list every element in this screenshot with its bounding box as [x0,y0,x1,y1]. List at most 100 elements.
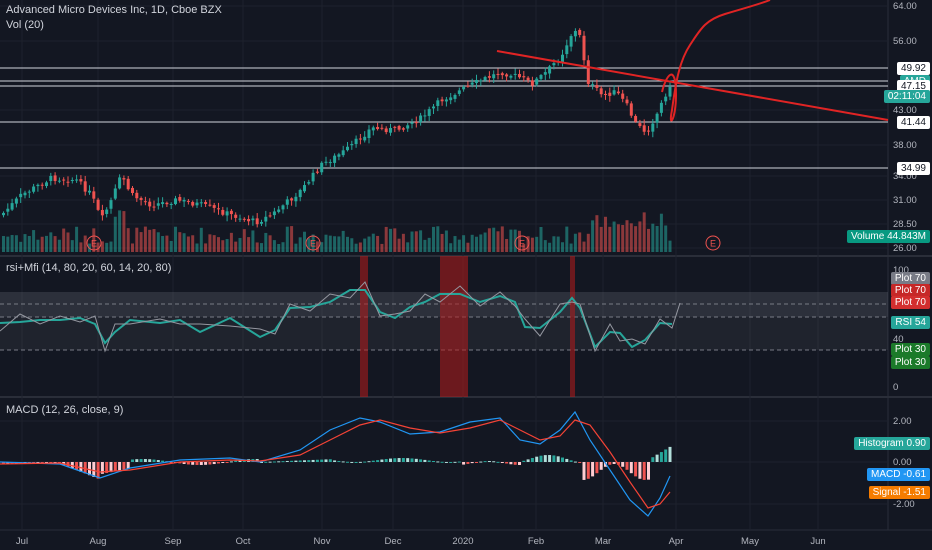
volume-bar [638,221,642,252]
volume-bar [427,237,431,252]
macd-histogram-bar [457,461,461,463]
macd-histogram-bar [311,459,315,462]
price-tag-level-49-92[interactable]: 49.92 [896,62,930,75]
volume-bar [505,238,509,252]
macd-tag-macd[interactable]: MACD -0.61 [866,468,930,481]
macd-line [0,410,671,517]
candle-body [479,80,483,82]
price-tag-level-41-44[interactable]: 41.44 [896,116,930,129]
macd-histogram-bar [384,459,388,462]
symbol-title[interactable]: Advanced Micro Devices Inc, 1D, Cboe BZX [6,4,222,16]
macd-indicator-title[interactable]: MACD (12, 26, close, 9) [6,404,124,416]
candle-body [2,212,5,216]
candle-body [462,86,466,90]
candle-body [371,127,375,131]
macd-histogram-bar [449,461,453,463]
candle-body [457,90,461,94]
volume-indicator-title[interactable]: Vol (20) [6,19,44,31]
candle-body [298,189,302,198]
macd-histogram-bar [2,462,5,464]
rsi-overbought-highlight [360,256,368,397]
volume-bar [10,235,14,252]
candle-body [526,77,530,81]
macd-histogram-bar [204,462,208,465]
candle-body [264,216,268,222]
macd-histogram-bar [333,460,337,462]
rsi-axis-label: 40 [893,334,904,345]
volume-bar [393,228,397,252]
rsi-tag-plot-70-red-a[interactable]: Plot 70 [890,284,930,297]
rsi-tag-plot-70-gray[interactable]: Plot 70 [890,272,930,285]
volume-bar [152,229,156,252]
macd-histogram-bar [131,459,134,462]
candle-body [40,184,44,186]
macd-histogram-bar [161,460,165,462]
candle-body [191,201,195,206]
macd-histogram-bar [208,462,212,465]
volume-bar [53,236,57,252]
macd-axis-label: 2.00 [893,416,912,427]
macd-histogram-bar [376,460,380,462]
volume-bar [612,221,616,252]
macd-axis-label: -2.00 [893,499,915,510]
time-axis-label: Sep [165,536,182,547]
volume-bar [75,226,79,252]
volume-bar [582,241,586,252]
candle-body [518,74,521,78]
price-tag-level-34-99[interactable]: 34.99 [896,162,930,175]
volume-bar [199,227,203,252]
candle-body [204,202,208,204]
candle-body [659,102,663,113]
volume-bar [247,237,251,252]
volume-bar [148,229,152,252]
candle-body [88,190,91,193]
rsi-indicator-title[interactable]: rsi+Mfi (14, 80, 20, 60, 14, 20, 80) [6,262,172,274]
macd-tag-signal[interactable]: Signal -1.51 [868,486,930,499]
price-tag-level-47-15[interactable]: 47.15 [896,80,930,93]
rsi-tag-plot-70-red-b[interactable]: Plot 70 [890,296,930,309]
macd-histogram-bar [277,461,281,463]
rsi-tag-plot-30-a[interactable]: Plot 30 [890,343,930,356]
candle-body [341,150,345,156]
candle-body [612,90,616,95]
macd-histogram-bar [530,457,534,462]
rsi-tag-plot-30-b[interactable]: Plot 30 [890,356,930,369]
macd-histogram-bar [191,462,195,465]
candle-body [569,36,573,47]
price-tag-volume[interactable]: Volume 44.843M [846,230,930,243]
candle-body [49,175,53,182]
candle-body [174,198,177,205]
candle-body [444,99,448,102]
volume-bar [423,239,427,252]
macd-histogram-bar [96,462,100,479]
price-tag-countdown[interactable]: 02:11:04 [883,90,930,103]
volume-bar [389,228,392,252]
rsi-tag-rsi-54[interactable]: RSI 54 [891,316,930,329]
candle-body [36,184,40,187]
volume-bar [208,234,212,252]
time-axis-label: Jun [810,536,825,547]
candle-body [247,219,251,222]
candle-body [79,179,83,182]
time-axis-label: Apr [669,536,684,547]
volume-bar [376,235,380,252]
time-axis-label: Mar [595,536,611,547]
volume-bar [169,240,173,252]
volume-bar [238,237,242,252]
candle-body [578,29,582,35]
macd-histogram-bar [126,462,130,469]
volume-bar [337,236,341,252]
macd-histogram-bar [199,462,203,465]
macd-histogram-bar [225,462,229,463]
volume-bar [449,243,453,252]
candle-body [414,121,418,124]
macd-histogram-bar [118,462,122,471]
volume-bar [70,240,74,252]
macd-histogram-bar [595,462,599,474]
macd-tag-histogram[interactable]: Histogram 0.90 [854,437,930,450]
volume-bar [333,236,337,252]
volume-bar [49,232,53,252]
macd-histogram-bar [260,462,263,463]
macd-histogram-bar [105,462,109,473]
